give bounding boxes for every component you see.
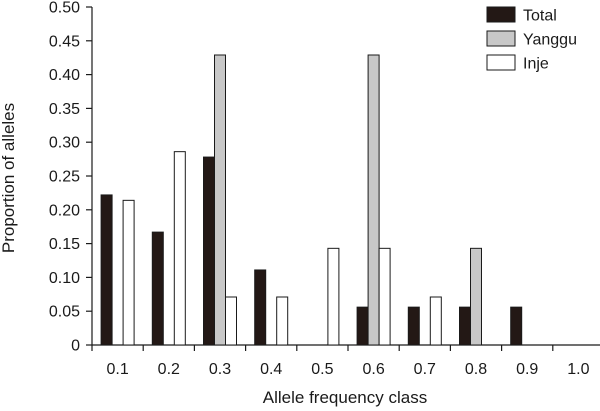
bar-total-0.8 (459, 306, 471, 346)
bar-inje-0.4 (276, 296, 289, 346)
bar-inje-0.6 (378, 247, 391, 346)
bar-inje-0.1 (122, 199, 135, 346)
x-tick-label: 0.2 (158, 361, 180, 378)
y-tick-label: 0.20 (49, 202, 80, 219)
y-tick-label: 0.30 (49, 135, 80, 152)
legend-swatch-inje (486, 54, 516, 71)
y-tick-label: 0.50 (49, 0, 80, 17)
legend-swatch-yanggu (486, 30, 516, 47)
x-tick-label: 0.8 (465, 361, 487, 378)
x-tick-label: 0.3 (209, 361, 231, 378)
legend-swatch-total (486, 6, 516, 23)
bar-yanggu-0.6 (367, 54, 380, 346)
x-tick-label: 0.1 (106, 361, 128, 378)
x-tick-label: 0.5 (311, 361, 333, 378)
bar-inje-0.5 (327, 247, 340, 346)
y-tick-label: 0.45 (49, 33, 80, 50)
x-tick-label: 0.9 (516, 361, 538, 378)
y-axis-title: Proportion of alleles (0, 103, 18, 253)
bar-yanggu-0.3 (214, 54, 226, 346)
bar-total-0.6 (356, 306, 369, 346)
x-axis-title: Allele frequency class (263, 388, 427, 407)
y-tick-label: 0.35 (49, 101, 80, 118)
legend-label-yanggu: Yanggu (523, 32, 577, 49)
legend-label-inje: Inje (523, 56, 549, 73)
x-tick-label: 0.7 (414, 361, 436, 378)
bar-total-0.3 (203, 156, 215, 346)
y-tick-label: 0.05 (49, 304, 80, 321)
bar-total-0.9 (510, 306, 523, 346)
y-tick-label: 0 (71, 338, 80, 355)
bar-total-0.4 (254, 269, 267, 346)
legend-label-total: Total (523, 8, 557, 25)
x-tick-label: 1.0 (567, 361, 589, 378)
bar-inje-0.7 (429, 296, 442, 346)
y-tick-label: 0.15 (49, 236, 80, 253)
bar-total-0.2 (151, 231, 164, 346)
bar-inje-0.2 (173, 151, 186, 346)
bar-total-0.7 (407, 306, 420, 346)
y-tick-label: 0.40 (49, 67, 80, 84)
y-tick-label: 0.25 (49, 169, 80, 186)
bar-inje-0.3 (225, 296, 237, 346)
y-tick-label: 0.10 (49, 270, 80, 287)
bar-yanggu-0.8 (470, 247, 482, 346)
x-tick-label: 0.6 (362, 361, 384, 378)
x-tick-label: 0.4 (260, 361, 282, 378)
bar-total-0.1 (100, 194, 113, 346)
